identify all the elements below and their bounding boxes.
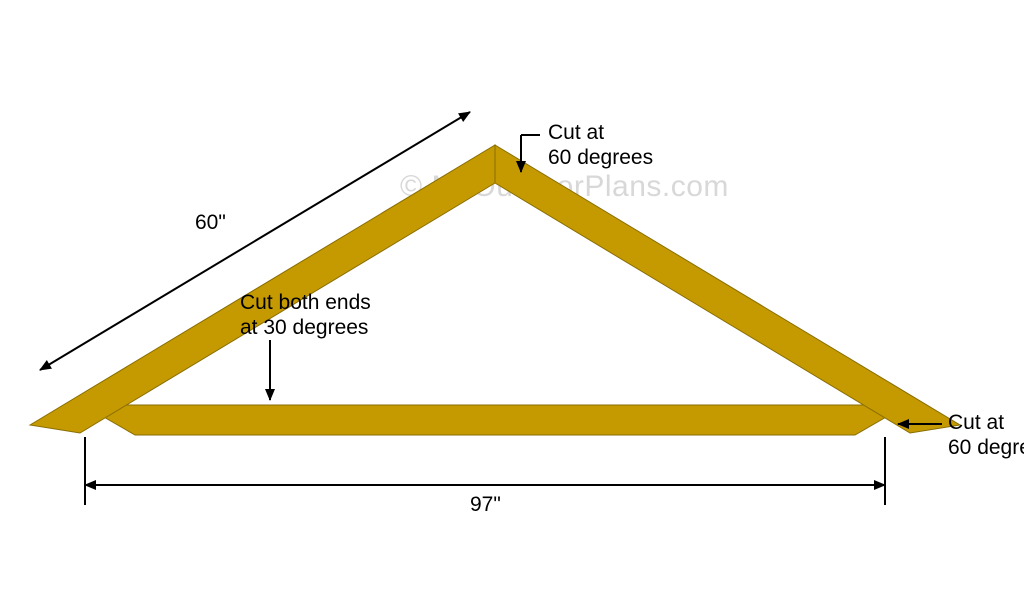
label-top-cut: Cut at 60 degrees xyxy=(548,120,653,170)
label-top-cut-line1: Cut at xyxy=(548,121,604,144)
label-base-length: 97" xyxy=(470,492,501,517)
truss-diagram-svg xyxy=(0,0,1024,605)
label-right-cut-line2: 60 degrees xyxy=(948,436,1024,459)
beam-left-rafter xyxy=(30,145,495,433)
label-bottom-cut: Cut both ends at 30 degrees xyxy=(240,290,371,340)
label-right-cut: Cut at 60 degrees xyxy=(948,410,1024,460)
label-bottom-cut-line2: at 30 degrees xyxy=(240,316,368,339)
beam-bottom-chord xyxy=(83,405,907,435)
label-right-cut-line1: Cut at xyxy=(948,411,1004,434)
label-rafter-length: 60" xyxy=(195,210,226,235)
beam-right-rafter xyxy=(495,145,960,433)
label-top-cut-line2: 60 degrees xyxy=(548,146,653,169)
label-bottom-cut-line1: Cut both ends xyxy=(240,291,371,314)
